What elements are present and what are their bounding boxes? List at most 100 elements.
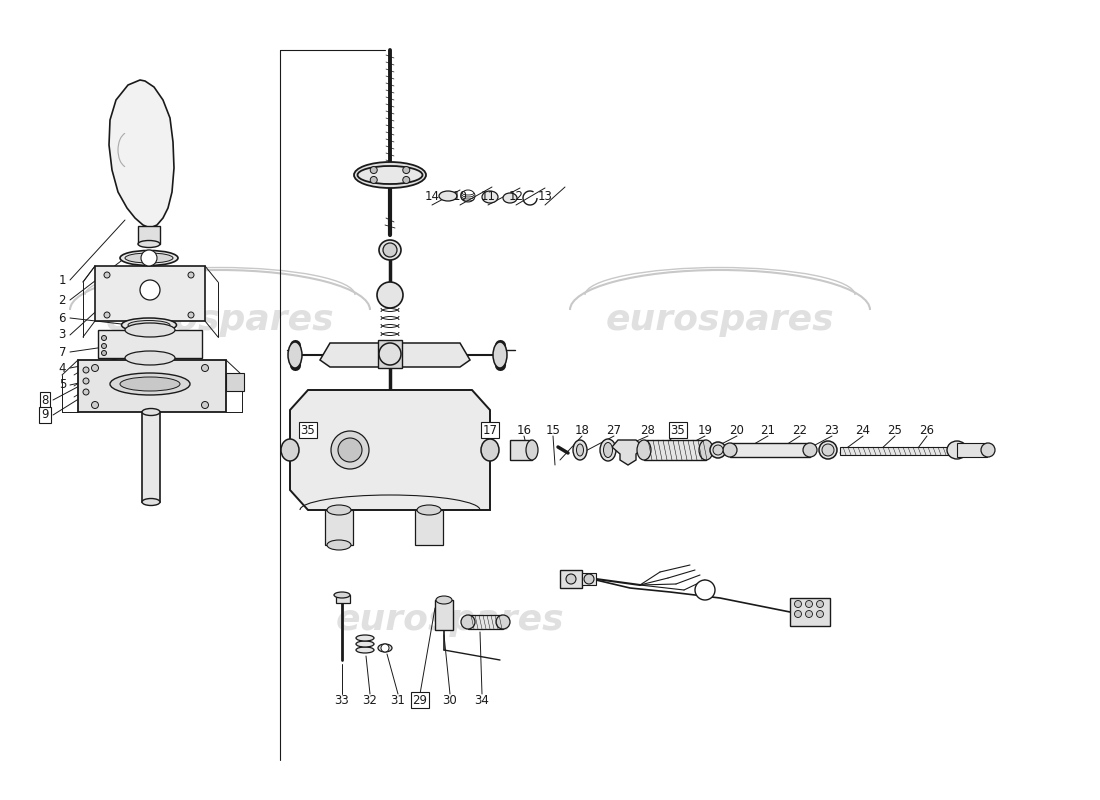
Text: 10: 10: [452, 190, 468, 203]
Ellipse shape: [439, 191, 456, 201]
Ellipse shape: [417, 505, 441, 515]
Text: 32: 32: [363, 694, 377, 706]
Bar: [226, 373, 244, 391]
Text: 27: 27: [606, 423, 621, 437]
Circle shape: [141, 250, 157, 266]
Ellipse shape: [379, 343, 401, 365]
Circle shape: [805, 601, 813, 607]
Bar: [415, 510, 443, 545]
Ellipse shape: [280, 439, 299, 461]
Ellipse shape: [637, 440, 651, 460]
Ellipse shape: [356, 647, 374, 653]
Circle shape: [338, 438, 362, 462]
Ellipse shape: [377, 282, 403, 308]
Circle shape: [104, 272, 110, 278]
Circle shape: [82, 367, 89, 373]
Ellipse shape: [576, 444, 583, 456]
Circle shape: [403, 166, 410, 174]
Circle shape: [82, 378, 89, 384]
Text: 24: 24: [856, 423, 870, 437]
Circle shape: [140, 280, 159, 300]
Text: 23: 23: [825, 423, 839, 437]
Circle shape: [104, 312, 110, 318]
Text: 26: 26: [920, 423, 935, 437]
Circle shape: [101, 343, 107, 349]
Ellipse shape: [327, 540, 351, 550]
Circle shape: [794, 610, 802, 618]
Bar: [582, 573, 596, 585]
Ellipse shape: [128, 321, 170, 330]
Text: 7: 7: [58, 346, 66, 358]
Bar: [434, 600, 453, 630]
Ellipse shape: [573, 440, 587, 460]
Bar: [324, 510, 353, 545]
Circle shape: [566, 574, 576, 584]
Polygon shape: [109, 80, 174, 228]
Bar: [560, 570, 582, 588]
Circle shape: [805, 610, 813, 618]
Bar: [840, 447, 950, 455]
Circle shape: [381, 644, 389, 652]
Ellipse shape: [356, 641, 374, 647]
Text: 15: 15: [546, 423, 560, 437]
Circle shape: [371, 177, 377, 183]
Bar: [95, 266, 205, 321]
Circle shape: [91, 365, 99, 371]
Text: 5: 5: [58, 378, 66, 391]
Text: 35: 35: [671, 423, 685, 437]
Text: 2: 2: [58, 294, 66, 306]
Ellipse shape: [698, 440, 713, 460]
Ellipse shape: [482, 191, 498, 203]
Ellipse shape: [600, 439, 616, 461]
Text: 6: 6: [58, 311, 66, 325]
Ellipse shape: [503, 193, 517, 203]
Bar: [730, 443, 810, 457]
Bar: [790, 598, 830, 626]
Circle shape: [383, 243, 397, 257]
Ellipse shape: [142, 498, 160, 506]
Circle shape: [201, 365, 209, 371]
Text: 19: 19: [697, 423, 713, 437]
Ellipse shape: [496, 615, 510, 629]
Text: 18: 18: [574, 423, 590, 437]
Text: eurospares: eurospares: [606, 303, 834, 337]
Circle shape: [794, 601, 802, 607]
Bar: [644, 440, 706, 460]
Text: eurospares: eurospares: [106, 303, 334, 337]
Bar: [78, 360, 226, 412]
Polygon shape: [290, 390, 490, 510]
Polygon shape: [612, 440, 643, 465]
Ellipse shape: [120, 250, 178, 266]
Text: 25: 25: [888, 423, 902, 437]
Bar: [957, 443, 987, 457]
Polygon shape: [320, 343, 470, 367]
Ellipse shape: [354, 162, 426, 188]
Text: eurospares: eurospares: [336, 603, 564, 637]
Circle shape: [403, 177, 410, 183]
Text: 1: 1: [58, 274, 66, 286]
Text: 3: 3: [58, 329, 66, 342]
Text: 13: 13: [538, 190, 552, 203]
Ellipse shape: [378, 644, 392, 652]
Ellipse shape: [803, 443, 817, 457]
Text: 16: 16: [517, 423, 531, 437]
Text: 12: 12: [508, 190, 524, 203]
Ellipse shape: [288, 342, 302, 368]
Bar: [98, 330, 202, 358]
Ellipse shape: [981, 443, 996, 457]
Ellipse shape: [436, 596, 452, 604]
Text: 22: 22: [792, 423, 807, 437]
Ellipse shape: [334, 592, 350, 598]
Circle shape: [584, 574, 594, 584]
Ellipse shape: [713, 445, 723, 455]
Text: 20: 20: [729, 423, 745, 437]
Text: 34: 34: [474, 694, 490, 706]
Ellipse shape: [327, 505, 351, 515]
Circle shape: [695, 580, 715, 600]
Text: 35: 35: [300, 423, 316, 437]
Ellipse shape: [820, 441, 837, 459]
Text: 17: 17: [483, 423, 497, 437]
Ellipse shape: [947, 441, 967, 459]
Text: 14: 14: [425, 190, 440, 203]
Text: 29: 29: [412, 694, 428, 706]
